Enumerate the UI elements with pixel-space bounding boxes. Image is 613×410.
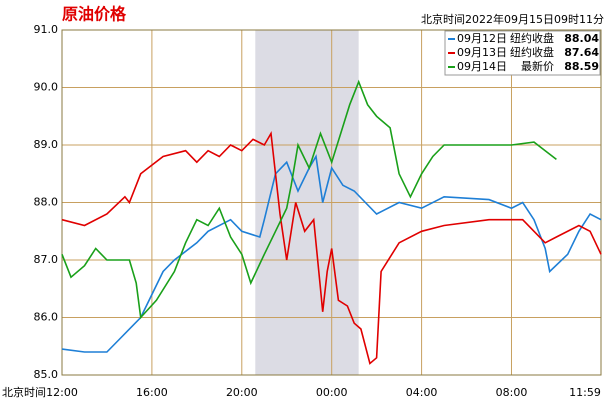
legend-value: 88.59 [564, 60, 599, 73]
x-tick-label: 11:59 [569, 386, 601, 399]
chart-subtitle: 北京时间2022年09月15日09时11分 [421, 12, 604, 26]
y-tick-label: 87.0 [34, 253, 59, 266]
y-tick-label: 86.0 [34, 311, 59, 324]
y-tick-label: 90.0 [34, 81, 59, 94]
x-tick-label: 16:00 [136, 386, 168, 399]
legend-name: 09月14日 [457, 60, 507, 73]
legend-box [444, 30, 601, 76]
series-line [61, 79, 557, 320]
x-tick-label: 00:00 [316, 386, 348, 399]
chart-title: 原油价格 [62, 5, 127, 24]
x-axis-label: 北京时间 [2, 385, 46, 399]
x-tick-label: 20:00 [226, 386, 258, 399]
x-tick-label: 08:00 [496, 386, 528, 399]
legend-name: 09月13日 [457, 46, 507, 59]
legend-label: 最新价 [521, 59, 554, 73]
x-tick-label: 12:00 [46, 386, 78, 399]
y-tick-label: 89.0 [34, 138, 59, 151]
y-tick-label: 88.0 [34, 196, 59, 209]
legend-value: 88.04 [564, 32, 599, 45]
legend-name: 09月12日 [457, 32, 507, 45]
legend-value: 87.64 [564, 46, 599, 59]
legend-label: 纽约收盘 [510, 31, 554, 45]
plot-frame [61, 29, 602, 376]
y-tick-label: 85.0 [34, 368, 59, 381]
legend-label: 纽约收盘 [510, 45, 554, 59]
x-tick-label: 04:00 [406, 386, 438, 399]
y-tick-label: 91.0 [34, 23, 59, 36]
series-line [61, 131, 602, 365]
series-line [61, 154, 602, 353]
